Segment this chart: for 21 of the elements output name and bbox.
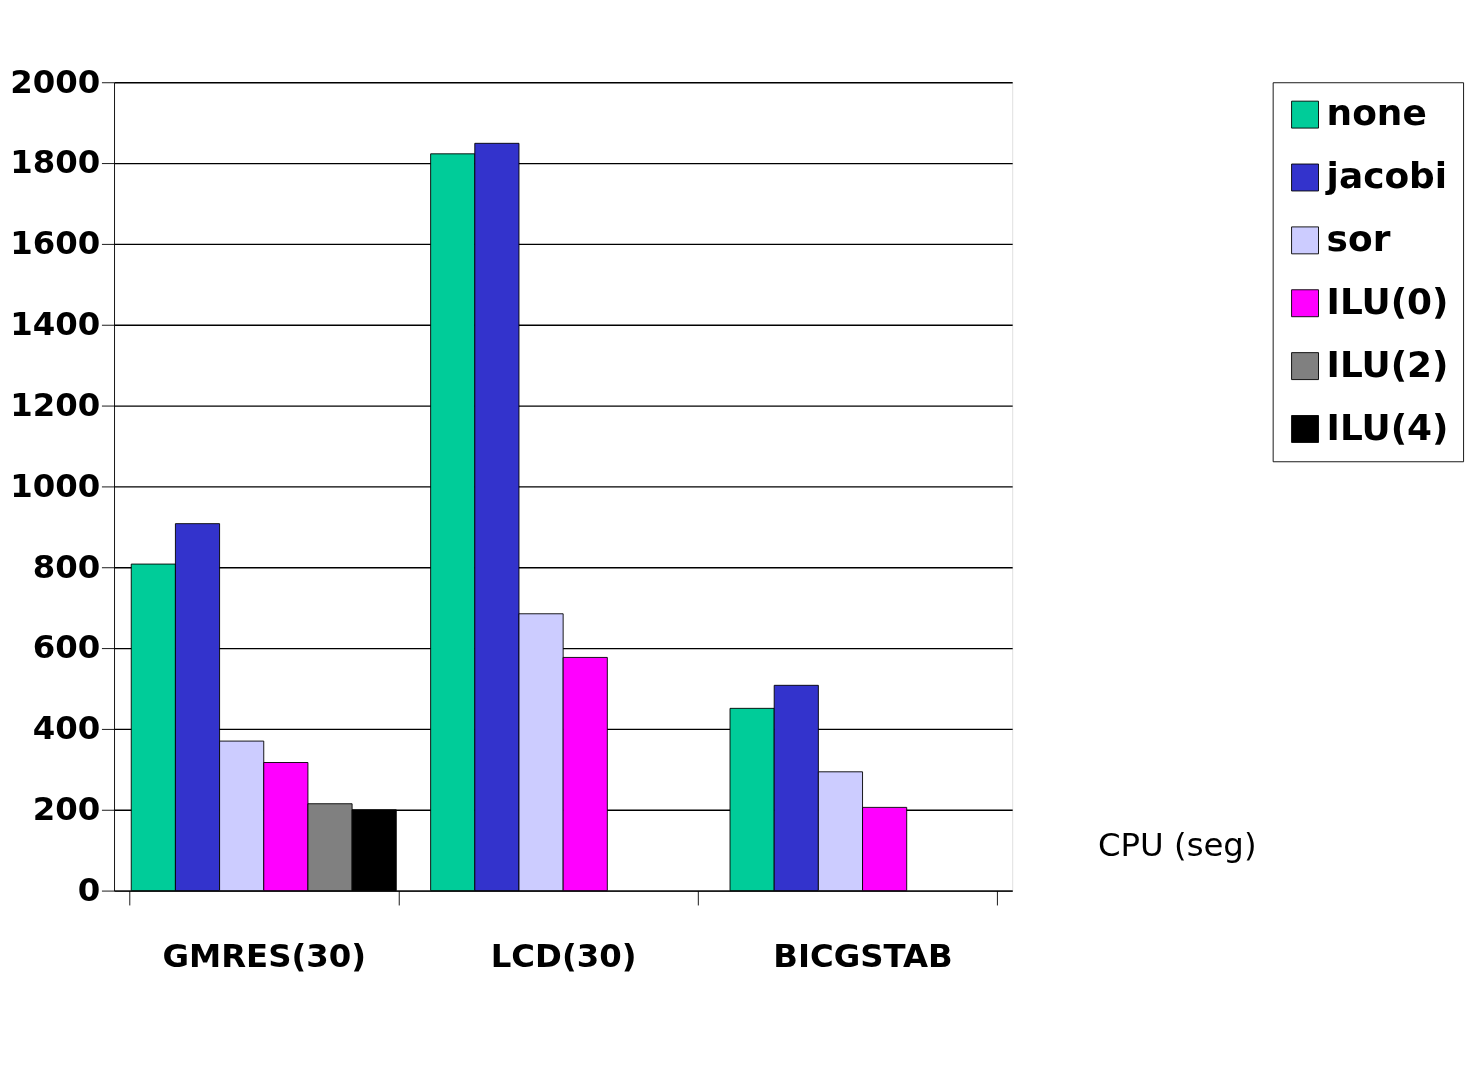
- y-tick-label: 1400: [10, 305, 101, 344]
- x-tick-label: LCD(30): [490, 936, 637, 975]
- x-tick-label: GMRES(30): [162, 936, 366, 975]
- legend-label: ILU(4): [1326, 406, 1449, 448]
- y-tick-label: 800: [32, 547, 101, 586]
- y-tick-label: 200: [32, 790, 101, 829]
- y-tick-label: 2000: [10, 62, 101, 101]
- legend-label: sor: [1326, 218, 1391, 260]
- legend-label: jacobi: [1324, 155, 1448, 197]
- y-tick-label: 1600: [10, 224, 101, 263]
- y-tick-label: 600: [32, 628, 101, 667]
- y-axis-title: CPU (seg): [1098, 826, 1257, 865]
- legend-label: ILU(2): [1326, 343, 1449, 385]
- x-tick-label: BICGSTAB: [773, 936, 953, 975]
- y-tick-label: 400: [32, 709, 101, 748]
- legend-label: ILU(0): [1326, 281, 1449, 323]
- legend-label: none: [1326, 92, 1427, 134]
- y-tick-label: 1000: [10, 466, 101, 505]
- y-tick-label: 0: [77, 870, 101, 909]
- y-tick-label: 1800: [10, 143, 101, 182]
- y-tick-label: 1200: [10, 385, 101, 424]
